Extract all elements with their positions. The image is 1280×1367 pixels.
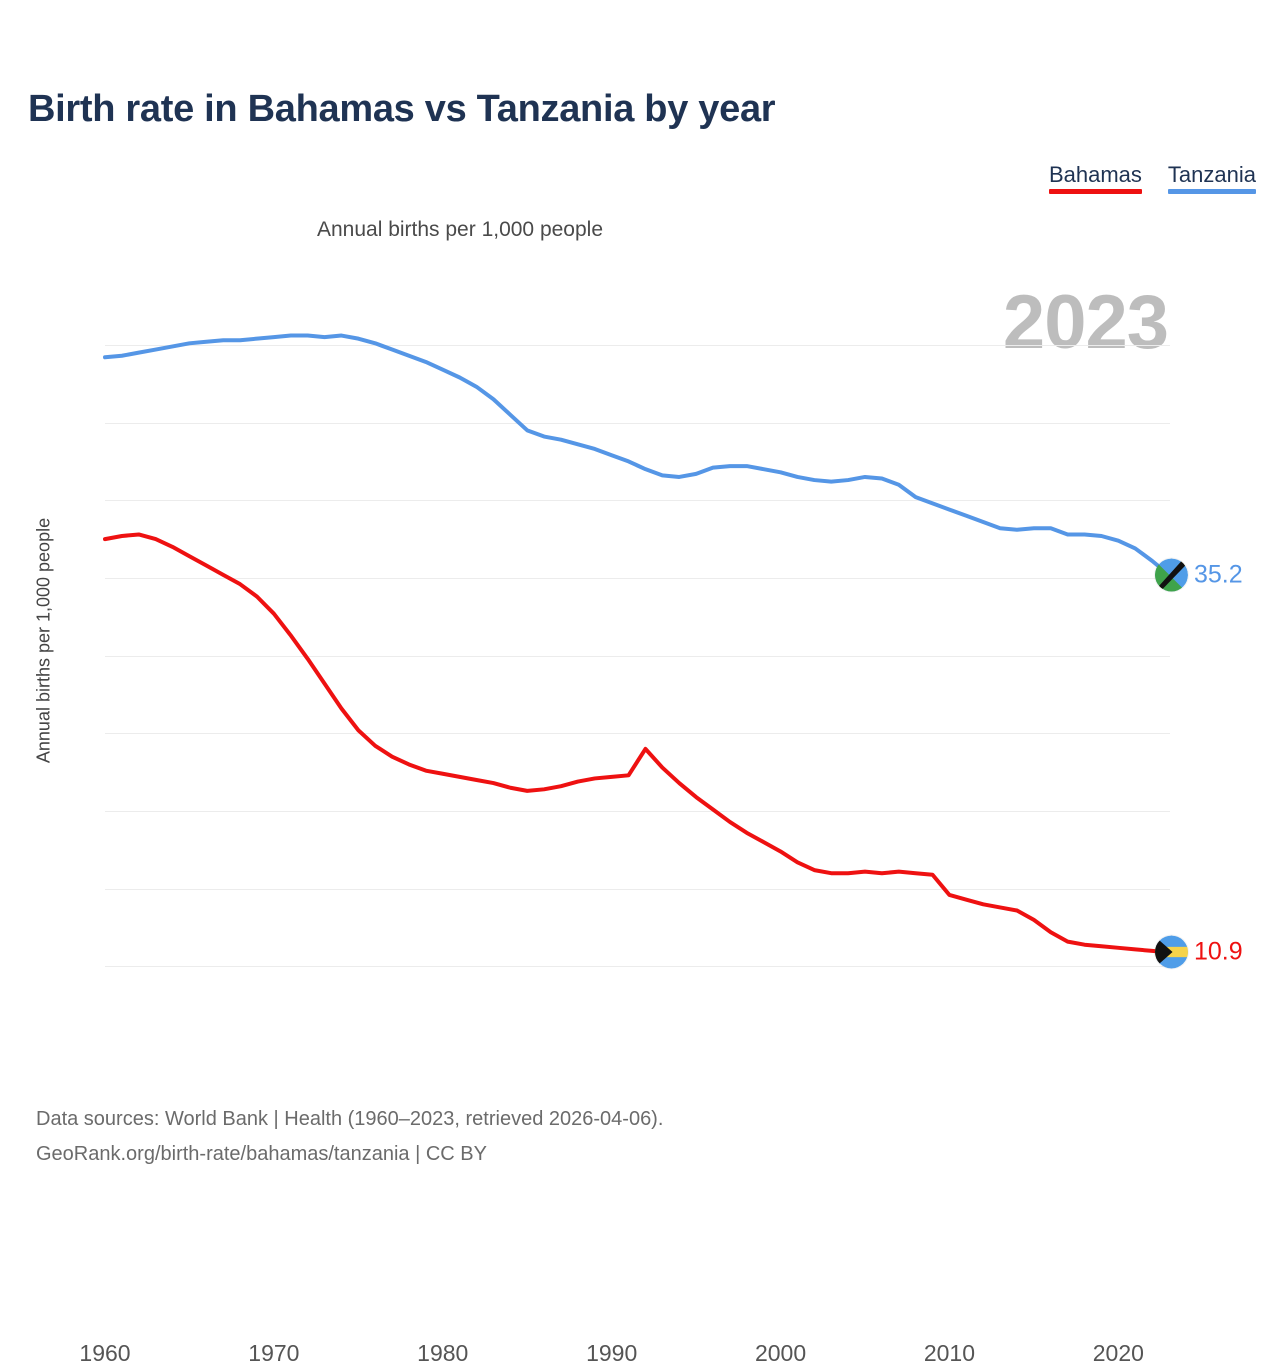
legend-item-tanzania[interactable]: Tanzania: [1167, 162, 1256, 195]
page-title: Birth rate in Bahamas vs Tanzania by yea…: [28, 88, 776, 130]
gridline: [105, 655, 1170, 657]
endpoint-tanzania: 35.2: [1155, 558, 1243, 592]
x-axis-tick-label: 1960: [79, 1340, 131, 1366]
chart-subtitle: Annual births per 1,000 people: [316, 218, 604, 241]
legend-label-bahamas: Bahamas: [1048, 162, 1142, 187]
gridline: [105, 422, 1170, 424]
gridline: [105, 733, 1170, 735]
footer-attribution: GeoRank.org/birth-rate/bahamas/tanzania …: [36, 1143, 487, 1165]
y-axis-label: Annual births per 1,000 people: [33, 517, 54, 764]
x-axis-tick-label: 2010: [923, 1340, 976, 1366]
x-axis-tick-label: 2020: [1092, 1340, 1144, 1366]
legend-label-tanzania: Tanzania: [1167, 162, 1256, 187]
x-axis-tick-label: 1970: [248, 1340, 300, 1366]
gridline: [105, 811, 1170, 813]
chart-page: Birth rate in Bahamas vs Tanzania by yea…: [28, 88, 1256, 1366]
gridline: [105, 966, 1170, 968]
legend-item-bahamas[interactable]: Bahamas: [1048, 162, 1142, 195]
year-watermark: 2023: [1002, 280, 1169, 365]
endpoint-value-bahamas: 10.9: [1194, 937, 1243, 966]
series-lines: [103, 333, 1171, 955]
footer: Data sources: World Bank | Health (1960–…: [36, 1102, 663, 1172]
plot-area: 101520253035404550 196019701980199020002…: [79, 320, 1243, 1366]
gridline: [105, 577, 1170, 579]
chart-legend: Bahamas Tanzania: [1048, 162, 1256, 195]
endpoint-bahamas: 10.9: [1155, 935, 1243, 969]
gridline: [105, 344, 1170, 346]
endpoint-value-tanzania: 35.2: [1194, 560, 1243, 589]
x-axis-tick-label: 1980: [417, 1340, 469, 1366]
tanzania-flag-icon: [1155, 558, 1188, 592]
gridline: [105, 500, 1170, 502]
x-axis-tick-label: 1990: [586, 1340, 638, 1366]
series-line-bahamas: [103, 532, 1171, 955]
legend-color-swatch-bahamas: [1048, 189, 1142, 195]
footer-sources: Data sources: World Bank | Health (1960–…: [36, 1108, 664, 1130]
series-line-tanzania: [103, 333, 1171, 577]
x-axis-tick-label: 2000: [754, 1340, 807, 1366]
gridline: [105, 888, 1170, 890]
bahamas-flag-icon: [1155, 935, 1188, 969]
legend-color-swatch-tanzania: [1167, 189, 1256, 195]
